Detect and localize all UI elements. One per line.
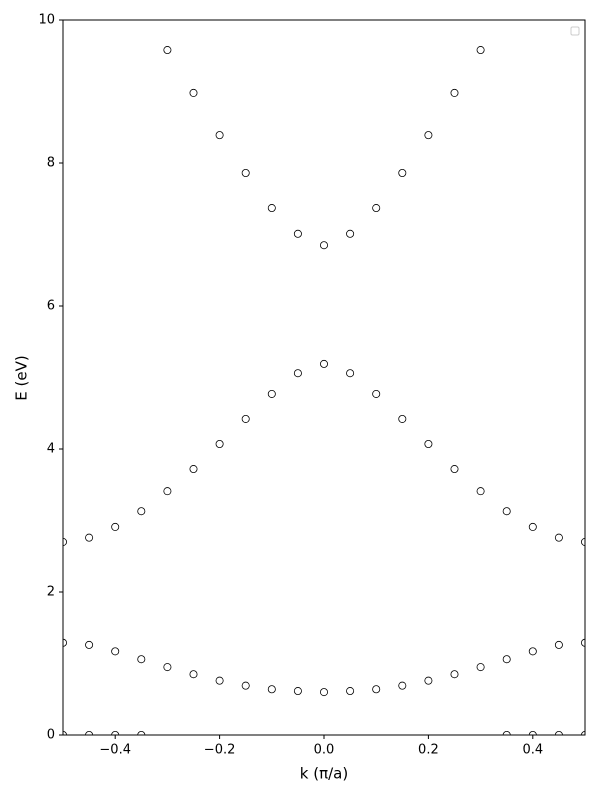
x-axis-label: k (π/a) bbox=[300, 765, 348, 783]
y-tick-label: 10 bbox=[38, 13, 55, 28]
point bbox=[450, 670, 459, 679]
point bbox=[319, 241, 328, 250]
point bbox=[163, 46, 172, 55]
point bbox=[398, 414, 407, 423]
point bbox=[163, 487, 172, 496]
point bbox=[189, 670, 198, 679]
point bbox=[424, 676, 433, 685]
point bbox=[137, 655, 146, 664]
point bbox=[267, 204, 276, 213]
point bbox=[267, 389, 276, 398]
point bbox=[293, 369, 302, 378]
point bbox=[189, 88, 198, 97]
y-tick-label: 8 bbox=[47, 156, 55, 171]
x-tick-label: −0.2 bbox=[204, 743, 236, 758]
point bbox=[554, 731, 563, 735]
point bbox=[189, 465, 198, 474]
point bbox=[346, 369, 355, 378]
point bbox=[215, 131, 224, 140]
point bbox=[554, 640, 563, 649]
point bbox=[215, 676, 224, 685]
y-tick-label: 2 bbox=[47, 585, 55, 600]
point bbox=[241, 414, 250, 423]
point bbox=[241, 169, 250, 178]
point bbox=[63, 638, 67, 647]
point bbox=[346, 687, 355, 696]
point bbox=[111, 647, 120, 656]
point bbox=[346, 229, 355, 238]
point bbox=[137, 507, 146, 516]
point bbox=[581, 537, 585, 546]
point bbox=[528, 522, 537, 531]
point bbox=[424, 439, 433, 448]
point bbox=[267, 685, 276, 694]
point bbox=[293, 687, 302, 696]
point bbox=[372, 685, 381, 694]
point bbox=[111, 731, 120, 735]
point bbox=[502, 655, 511, 664]
point bbox=[85, 533, 94, 542]
x-tick-label: 0.0 bbox=[314, 743, 335, 758]
point bbox=[63, 537, 67, 546]
point bbox=[502, 731, 511, 735]
legend bbox=[570, 26, 580, 36]
point bbox=[111, 522, 120, 531]
point bbox=[319, 688, 328, 697]
point bbox=[398, 169, 407, 178]
point bbox=[476, 46, 485, 55]
point bbox=[528, 731, 537, 735]
point bbox=[293, 229, 302, 238]
point bbox=[398, 681, 407, 690]
point bbox=[85, 731, 94, 735]
points bbox=[63, 46, 585, 735]
point bbox=[319, 359, 328, 368]
point bbox=[63, 731, 67, 735]
point bbox=[450, 88, 459, 97]
point bbox=[581, 638, 585, 647]
point bbox=[137, 731, 146, 735]
y-tick-label: 6 bbox=[47, 299, 55, 314]
point bbox=[528, 647, 537, 656]
x-tick-label: −0.4 bbox=[99, 743, 131, 758]
point bbox=[372, 204, 381, 213]
point bbox=[554, 533, 563, 542]
point bbox=[424, 131, 433, 140]
y-tick-label: 0 bbox=[47, 728, 55, 743]
y-axis-label: E (eV) bbox=[13, 355, 31, 400]
point bbox=[502, 507, 511, 516]
point bbox=[476, 663, 485, 672]
point bbox=[163, 663, 172, 672]
y-tick-label: 4 bbox=[47, 442, 55, 457]
point bbox=[241, 681, 250, 690]
point bbox=[450, 465, 459, 474]
plot-frame bbox=[62, 19, 586, 736]
point bbox=[85, 640, 94, 649]
point bbox=[215, 439, 224, 448]
x-tick-label: 0.2 bbox=[418, 743, 439, 758]
point bbox=[372, 389, 381, 398]
x-tick-label: 0.4 bbox=[522, 743, 543, 758]
point bbox=[476, 487, 485, 496]
